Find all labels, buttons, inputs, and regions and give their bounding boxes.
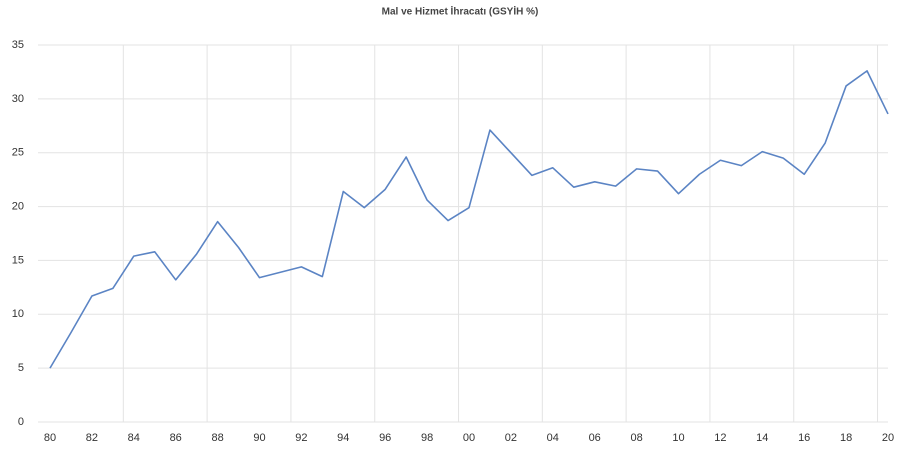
y-tick-label: 30 (12, 93, 24, 105)
y-tick-label: 15 (12, 254, 24, 266)
x-tick-label: 80 (44, 432, 56, 444)
x-tick-label: 88 (211, 432, 223, 444)
x-tick-label: 04 (547, 432, 559, 444)
x-tick-label: 82 (86, 432, 98, 444)
x-tick-label: 16 (798, 432, 810, 444)
x-tick-label: 86 (170, 432, 182, 444)
x-tick-label: 00 (463, 432, 475, 444)
x-tick-label: 12 (714, 432, 726, 444)
x-tick-label: 90 (253, 432, 265, 444)
x-tick-label: 96 (379, 432, 391, 444)
chart-title: Mal ve Hizmet İhracatı (GSYİH %) (382, 5, 539, 18)
y-tick-label: 5 (18, 362, 24, 374)
x-tick-label: 98 (421, 432, 433, 444)
y-tick-label: 10 (12, 308, 24, 320)
x-tick-label: 18 (840, 432, 852, 444)
x-tick-label: 06 (589, 432, 601, 444)
y-tick-label: 0 (18, 416, 24, 428)
x-tick-label: 84 (128, 432, 140, 444)
y-tick-label: 25 (12, 147, 24, 159)
x-tick-label: 08 (630, 432, 642, 444)
x-tick-label: 10 (672, 432, 684, 444)
x-tick-label: 94 (337, 432, 349, 444)
x-tick-label: 14 (756, 432, 768, 444)
y-tick-label: 20 (12, 200, 24, 212)
data-line (49, 70, 889, 369)
x-tick-label: 92 (295, 432, 307, 444)
y-tick-label: 35 (12, 39, 24, 51)
x-tick-label: 20 (882, 432, 894, 444)
x-tick-label: 02 (505, 432, 517, 444)
